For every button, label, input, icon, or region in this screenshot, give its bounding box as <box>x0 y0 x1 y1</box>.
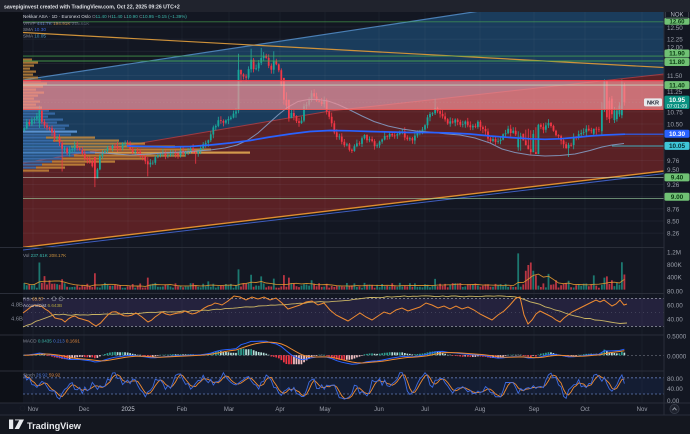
svg-text:4.6B: 4.6B <box>11 316 23 322</box>
svg-text:RSI 65.57: RSI 65.57 <box>23 297 44 302</box>
svg-text:Vol 237.61K 208.17K: Vol 237.61K 208.17K <box>23 253 67 258</box>
svg-text:12.25: 12.25 <box>667 36 683 43</box>
svg-text:Mar: Mar <box>224 407 234 413</box>
svg-text:07:01:09: 07:01:09 <box>667 104 687 110</box>
svg-text:80.00: 80.00 <box>667 376 683 383</box>
svg-text:2025: 2025 <box>121 407 135 413</box>
svg-text:8.76: 8.76 <box>667 206 680 213</box>
svg-text:9.00: 9.00 <box>671 194 684 201</box>
svg-text:Aug: Aug <box>475 407 486 413</box>
svg-text:TradingView: TradingView <box>27 421 82 431</box>
svg-text:8.26: 8.26 <box>667 231 680 238</box>
svg-text:400K: 400K <box>667 275 683 282</box>
svg-text:40.00: 40.00 <box>667 386 683 393</box>
svg-text:May: May <box>319 407 330 413</box>
svg-text:MACD 0.0435 0.213 0.1691: MACD 0.0435 0.213 0.1691 <box>23 338 80 343</box>
svg-text:SMA 10.30: SMA 10.30 <box>23 27 46 32</box>
svg-text:Stoch 26.92 59.92: Stoch 26.92 59.92 <box>23 372 61 377</box>
svg-text:10.75: 10.75 <box>667 109 683 116</box>
svg-text:Feb: Feb <box>177 407 188 413</box>
svg-text:11.25: 11.25 <box>667 89 683 96</box>
svg-text:SMA 10.05: SMA 10.05 <box>23 34 46 39</box>
svg-text:Accum/Dist 6.643B: Accum/Dist 6.643B <box>23 303 62 308</box>
svg-text:9.26: 9.26 <box>667 182 680 189</box>
svg-text:Jun: Jun <box>374 407 384 413</box>
svg-text:12.00: 12.00 <box>667 44 683 51</box>
svg-text:11.90: 11.90 <box>669 51 685 58</box>
svg-text:11.40: 11.40 <box>669 82 685 89</box>
svg-text:0.0000: 0.0000 <box>667 353 687 360</box>
svg-text:10.50: 10.50 <box>667 121 683 128</box>
svg-text:Apr: Apr <box>275 407 284 413</box>
svg-text:9.40: 9.40 <box>671 175 684 182</box>
svg-text:savepiginvest created with Tra: savepiginvest created with TradingView.c… <box>4 4 180 10</box>
svg-text:Sep: Sep <box>529 407 540 413</box>
svg-text:10.95: 10.95 <box>669 97 685 104</box>
svg-text:0.00: 0.00 <box>667 398 680 405</box>
svg-text:4.8B: 4.8B <box>11 302 23 308</box>
svg-text:Nov: Nov <box>28 407 39 413</box>
svg-text:40.00: 40.00 <box>667 317 683 324</box>
svg-text:80.00: 80.00 <box>667 289 683 296</box>
svg-text:800K: 800K <box>667 262 683 269</box>
svg-text:9.76: 9.76 <box>667 158 680 165</box>
svg-text:9.50: 9.50 <box>667 167 680 174</box>
svg-text:Dec: Dec <box>79 407 90 413</box>
svg-text:10.30: 10.30 <box>669 131 685 138</box>
svg-text:10.05: 10.05 <box>669 143 685 150</box>
svg-text:12.50: 12.50 <box>667 25 683 32</box>
svg-text:Jul: Jul <box>421 407 429 413</box>
svg-text:12.60: 12.60 <box>669 19 685 25</box>
svg-text:Nov: Nov <box>637 407 648 413</box>
svg-text:NKR: NKR <box>647 100 659 106</box>
svg-text:11.50: 11.50 <box>667 73 683 80</box>
svg-text:0.5000: 0.5000 <box>667 333 687 340</box>
svg-text:8.50: 8.50 <box>667 218 680 225</box>
svg-text:60.00: 60.00 <box>667 303 683 310</box>
svg-text:VRVP 441.7K 194.91K 215.61K: VRVP 441.7K 194.91K 215.61K <box>23 21 90 26</box>
svg-text:NOK: NOK <box>670 13 683 19</box>
svg-text:1.2M: 1.2M <box>667 249 681 256</box>
svg-text:11.80: 11.80 <box>669 59 685 66</box>
svg-text:Nekkar ASA · 1D · Euronext Osl: Nekkar ASA · 1D · Euronext Oslo O11.40 H… <box>23 14 187 19</box>
svg-text:Oct: Oct <box>580 407 590 413</box>
